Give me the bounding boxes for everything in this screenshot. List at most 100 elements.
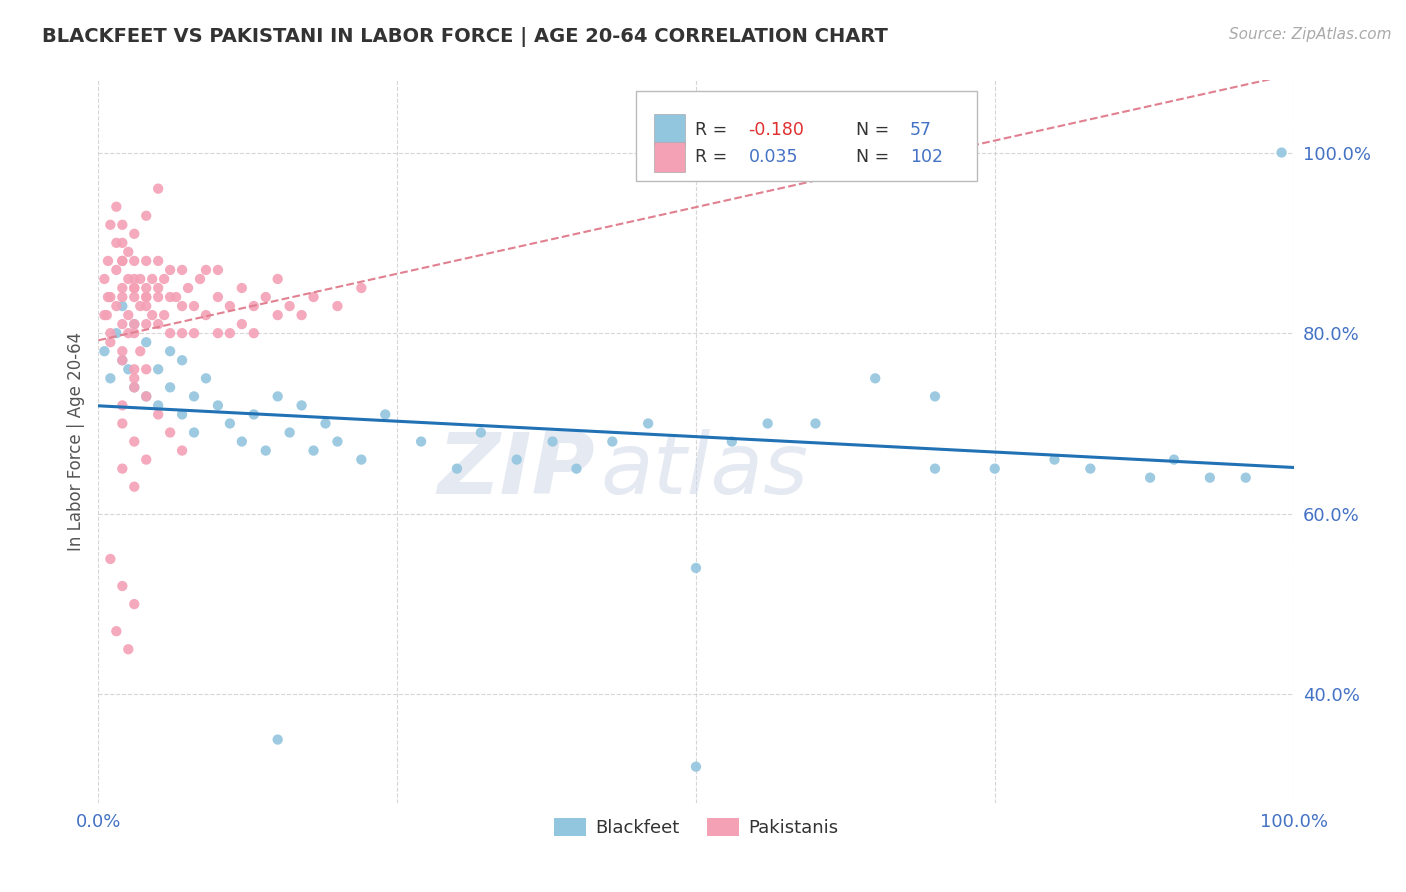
Point xyxy=(326,299,349,313)
Point xyxy=(111,353,134,368)
Point xyxy=(172,326,194,341)
Point xyxy=(195,263,218,277)
Point xyxy=(159,326,181,341)
Point xyxy=(541,434,564,449)
Point xyxy=(183,299,205,313)
Point xyxy=(278,425,301,440)
Point xyxy=(637,417,659,431)
Point xyxy=(865,371,887,385)
Point xyxy=(111,353,134,368)
Text: ZIP: ZIP xyxy=(437,429,595,512)
Point xyxy=(93,308,115,322)
Point xyxy=(302,290,325,304)
Point xyxy=(111,281,134,295)
Point xyxy=(924,461,946,475)
Text: R =: R = xyxy=(695,148,733,166)
Point xyxy=(111,344,134,359)
Point xyxy=(231,281,253,295)
Point xyxy=(124,254,146,268)
Point xyxy=(207,326,229,341)
Point xyxy=(129,299,152,313)
Point xyxy=(148,182,170,196)
Point xyxy=(93,272,115,286)
Point xyxy=(98,326,122,341)
Point xyxy=(165,290,187,304)
Point xyxy=(1271,145,1294,160)
Point xyxy=(1199,471,1222,485)
Point xyxy=(98,552,122,566)
Point xyxy=(172,443,194,458)
Point xyxy=(124,281,146,295)
Point xyxy=(105,200,128,214)
Point xyxy=(148,398,170,412)
Point xyxy=(124,380,146,394)
Point xyxy=(470,425,492,440)
Point xyxy=(135,290,157,304)
Point xyxy=(141,308,163,322)
Point xyxy=(267,389,290,403)
Point xyxy=(219,299,242,313)
Point xyxy=(124,434,146,449)
Point xyxy=(1139,471,1161,485)
Point xyxy=(411,434,433,449)
Point xyxy=(267,732,290,747)
Point xyxy=(141,272,163,286)
Point xyxy=(93,344,115,359)
Point xyxy=(105,299,128,313)
Text: atlas: atlas xyxy=(600,429,808,512)
Point xyxy=(117,362,139,376)
FancyBboxPatch shape xyxy=(654,114,685,145)
Point xyxy=(1043,452,1066,467)
Legend: Blackfeet, Pakistanis: Blackfeet, Pakistanis xyxy=(547,811,845,845)
Point xyxy=(172,263,194,277)
Point xyxy=(924,389,946,403)
Text: 57: 57 xyxy=(910,120,932,138)
Point xyxy=(219,326,242,341)
Point xyxy=(117,326,139,341)
Y-axis label: In Labor Force | Age 20-64: In Labor Force | Age 20-64 xyxy=(66,332,84,551)
Point xyxy=(135,335,157,350)
Point xyxy=(172,299,194,313)
Point xyxy=(98,218,122,232)
Point xyxy=(326,434,349,449)
Point xyxy=(231,434,253,449)
Point xyxy=(111,417,134,431)
Point xyxy=(254,290,277,304)
Point xyxy=(177,281,200,295)
Point xyxy=(350,281,373,295)
Point xyxy=(602,434,624,449)
Point xyxy=(117,642,139,657)
Point xyxy=(111,317,134,331)
Point xyxy=(105,263,128,277)
Point xyxy=(243,408,266,422)
Point xyxy=(756,417,779,431)
Point xyxy=(129,272,152,286)
Point xyxy=(159,290,181,304)
Point xyxy=(1163,452,1185,467)
Point xyxy=(1080,461,1102,475)
Point xyxy=(183,326,205,341)
Text: N =: N = xyxy=(856,148,894,166)
Point xyxy=(148,362,170,376)
Text: 0.035: 0.035 xyxy=(748,148,799,166)
Point xyxy=(188,272,211,286)
Point xyxy=(111,579,134,593)
Point xyxy=(124,317,146,331)
Point xyxy=(98,335,122,350)
Point xyxy=(159,425,181,440)
Point xyxy=(98,290,122,304)
Point xyxy=(135,281,157,295)
Point xyxy=(231,317,253,331)
Point xyxy=(135,362,157,376)
Point xyxy=(124,597,146,611)
Point xyxy=(254,443,277,458)
Point xyxy=(804,417,827,431)
Point xyxy=(135,317,157,331)
Point xyxy=(183,389,205,403)
Point xyxy=(124,326,146,341)
Point xyxy=(117,244,139,259)
Point xyxy=(97,254,120,268)
Point xyxy=(350,452,373,467)
Point xyxy=(124,362,146,376)
Point xyxy=(111,218,134,232)
